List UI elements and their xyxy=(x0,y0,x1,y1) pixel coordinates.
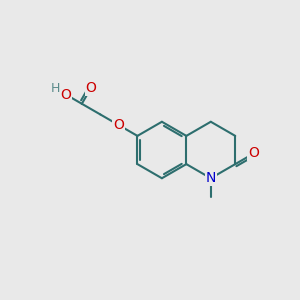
Text: N: N xyxy=(206,171,216,185)
Text: H: H xyxy=(50,82,60,95)
Text: O: O xyxy=(113,118,124,132)
Text: O: O xyxy=(60,88,71,102)
Text: O: O xyxy=(248,146,259,161)
Text: O: O xyxy=(85,81,97,95)
